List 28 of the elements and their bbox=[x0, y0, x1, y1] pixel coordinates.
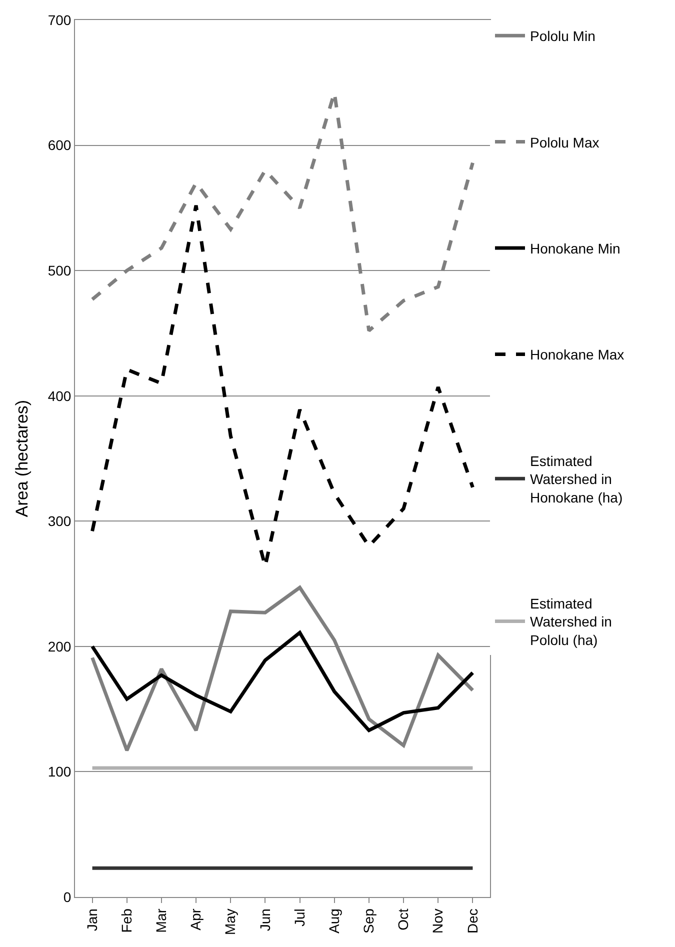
y-tick-label: 200 bbox=[48, 638, 72, 654]
y-tick-label: 400 bbox=[48, 388, 72, 404]
x-tick-label: Jun bbox=[256, 908, 273, 932]
y-tick-label: 700 bbox=[48, 12, 72, 28]
y-axis-title: Area (hectares) bbox=[12, 400, 32, 518]
x-tick-label: Dec bbox=[464, 908, 480, 934]
legend-label: Pololu Max bbox=[530, 134, 600, 150]
x-tick-label: Apr bbox=[188, 908, 204, 930]
legend-label: Honokane Min bbox=[530, 240, 620, 256]
x-tick-label: Mar bbox=[153, 908, 170, 933]
x-tick-label: Sep bbox=[360, 908, 377, 934]
legend-label: Estimated Watershed in Honokane (ha) bbox=[530, 452, 623, 506]
y-tick-label: 500 bbox=[48, 262, 72, 278]
x-tick-label: May bbox=[222, 908, 238, 936]
y-tick-label: 300 bbox=[48, 513, 72, 530]
y-tick-label: 0 bbox=[63, 888, 72, 905]
x-tick-label: Nov bbox=[430, 908, 446, 934]
legend-label: Honokane Max bbox=[530, 346, 624, 363]
x-tick-label: Jul bbox=[291, 908, 308, 927]
legend-label: Estimated Watershed in Pololu (ha) bbox=[530, 595, 612, 648]
y-tick-label: 600 bbox=[48, 137, 72, 154]
x-tick-label: Jan bbox=[84, 908, 100, 932]
legend-label: Pololu Min bbox=[530, 28, 596, 44]
x-tick-label: Aug bbox=[326, 908, 342, 934]
y-tick-label: 100 bbox=[48, 764, 72, 780]
x-tick-label: Feb bbox=[118, 908, 134, 933]
x-tick-label: Oct bbox=[395, 908, 412, 930]
line-series bbox=[90, 630, 474, 732]
